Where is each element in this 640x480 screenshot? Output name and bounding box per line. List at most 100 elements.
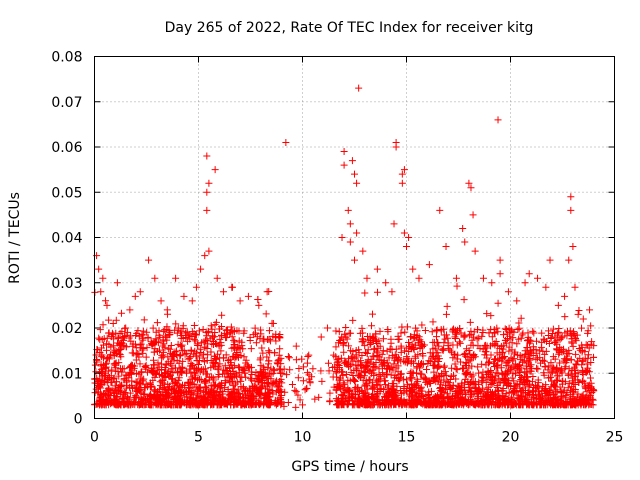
roti-point (216, 388, 224, 396)
roti-point (126, 306, 134, 314)
roti-point (97, 288, 105, 296)
roti-point (403, 376, 411, 384)
roti-point (350, 377, 358, 385)
roti-point (456, 388, 464, 396)
roti-point (408, 400, 416, 408)
roti-point (208, 325, 216, 333)
roti-point (124, 328, 132, 336)
roti-point (545, 399, 553, 407)
roti-point (192, 330, 200, 338)
roti-point (383, 370, 391, 378)
roti-point (483, 354, 491, 362)
roti-point (496, 351, 504, 359)
roti-point (493, 324, 501, 332)
roti-point (253, 386, 261, 394)
roti-point (428, 328, 436, 336)
roti-point (136, 288, 144, 296)
roti-point (482, 378, 490, 386)
roti-point (499, 331, 507, 339)
roti-point (502, 362, 510, 370)
roti-point (176, 382, 184, 390)
roti-point (506, 328, 514, 336)
roti-point (202, 377, 210, 385)
roti-point (266, 385, 274, 393)
roti-point (540, 335, 548, 343)
roti-point (376, 401, 384, 409)
roti-point (203, 337, 211, 345)
roti-point (340, 161, 348, 169)
roti-point (157, 297, 165, 305)
roti-point (539, 382, 547, 390)
roti-point (412, 369, 420, 377)
roti-point (523, 392, 531, 400)
roti-point (147, 367, 155, 375)
roti-point (238, 373, 246, 381)
roti-point (558, 348, 566, 356)
roti-point (197, 349, 205, 357)
roti-point (133, 329, 141, 337)
roti-point (386, 365, 394, 373)
roti-point (151, 339, 159, 347)
roti-point (179, 357, 187, 365)
roti-point (551, 355, 559, 363)
roti-point (522, 362, 530, 370)
roti-point (252, 400, 260, 408)
roti-point (590, 353, 598, 361)
roti-point (204, 340, 212, 348)
roti-point (574, 390, 582, 398)
roti-point (557, 401, 565, 409)
roti-point (151, 386, 159, 394)
roti-point (413, 382, 421, 390)
roti-point (516, 351, 524, 359)
roti-point (228, 333, 236, 341)
roti-point (370, 393, 378, 401)
roti-point (420, 341, 428, 349)
roti-point (397, 342, 405, 350)
roti-point (92, 368, 100, 376)
roti-point (236, 394, 244, 402)
roti-point (390, 220, 398, 228)
roti-point (154, 359, 162, 367)
roti-point (432, 349, 440, 357)
roti-point (534, 365, 542, 373)
roti-point (136, 379, 144, 387)
roti-point (109, 331, 117, 339)
roti-point (295, 365, 303, 373)
roti-point (281, 388, 289, 396)
roti-point (469, 399, 477, 407)
roti-point (167, 341, 175, 349)
roti-point (488, 401, 496, 409)
roti-point (557, 387, 565, 395)
roti-point (455, 338, 463, 346)
roti-point (176, 365, 184, 373)
roti-point (451, 326, 459, 334)
roti-point (438, 399, 446, 407)
roti-point (368, 384, 376, 392)
roti-point (521, 380, 529, 388)
roti-point (260, 394, 268, 402)
roti-point (452, 394, 460, 402)
roti-point (558, 369, 566, 377)
roti-point (341, 330, 349, 338)
roti-point (275, 351, 283, 359)
roti-point (332, 353, 340, 361)
roti-point (145, 392, 153, 400)
roti-point (364, 333, 372, 341)
roti-point (112, 367, 120, 375)
roti-point (107, 343, 115, 351)
roti-point (501, 336, 509, 344)
roti-point (133, 350, 141, 358)
roti-point (364, 336, 372, 344)
roti-point (116, 330, 124, 338)
roti-point (561, 292, 569, 300)
roti-point (344, 360, 352, 368)
roti-point (337, 397, 345, 405)
roti-point (553, 365, 561, 373)
roti-point (335, 328, 343, 336)
roti-point (183, 349, 191, 357)
roti-point (259, 349, 267, 357)
roti-point (367, 366, 375, 374)
roti-point (264, 335, 272, 343)
roti-point (481, 348, 489, 356)
roti-point (237, 352, 245, 360)
